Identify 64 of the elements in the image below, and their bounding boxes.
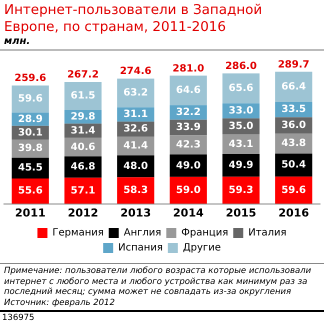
data-label: 31.4 [70,125,96,136]
bar [170,76,207,106]
data-label: 59.6 [18,94,43,105]
data-label: 46.8 [70,162,96,173]
data-label: 65.6 [228,82,254,94]
legend-label: Германия [52,228,104,239]
x-tick-label: 2014 [173,206,204,220]
legend-label: Англия [124,228,162,239]
text: Примечание: пользователи любого возраста которые использовали интернет с любого места и любого устройства как минимум раз за последний месяц; сумма может не совпадать из-за округления [4,266,312,298]
total-label: 259.6 [14,73,46,84]
bar [64,82,102,110]
data-label: 50.4 [281,160,306,171]
text: Источник: февраль 2012 [4,298,116,308]
data-label: 35.0 [228,120,254,132]
data-label: 42.3 [176,140,201,150]
legend-label: Другие [182,242,221,254]
legend-label: Италия [248,228,287,239]
x-tick-label: 2013 [120,206,151,220]
legend-label: Испания [118,242,163,254]
chart-subtitle: млн. [4,36,32,47]
data-label: 33.9 [176,122,201,134]
bar [117,78,154,108]
data-label: 66.4 [281,81,306,92]
data-label: 39.8 [18,143,43,154]
x-tick-label: 2016 [278,206,310,220]
data-label: 45.5 [18,162,43,174]
data-label: 57.1 [70,185,96,196]
total-label: 286.0 [225,61,257,72]
data-label: 58.3 [123,185,148,196]
data-label: 36.0 [281,120,306,132]
data-label: 48.0 [123,160,148,172]
legend-label: Франция [181,228,228,239]
data-label: 33.0 [228,105,254,116]
data-label: 43.1 [228,138,254,150]
data-label: 59.3 [228,184,254,196]
bar [222,73,260,104]
data-label: 59.0 [176,184,201,196]
x-tick-label: 2011 [15,206,46,220]
data-label: 41.4 [123,140,148,152]
data-label: 40.6 [70,142,96,153]
total-label: 289.7 [278,59,310,70]
total-label: 281.0 [172,63,204,74]
data-label: 61.5 [70,90,96,102]
data-label: 63.2 [123,88,148,99]
data-label: 43.8 [281,138,306,150]
data-label: 30.1 [18,127,43,138]
data-label: 33.5 [281,104,306,116]
total-label: 274.6 [120,66,152,78]
data-label: 31.1 [123,109,148,120]
data-label: 32.2 [176,107,201,118]
chart-title: Интернет-пользователи в Западной Европе, по странам, 2011-2016 [4,2,264,36]
data-label: 49.0 [176,160,201,172]
text: 136975 [2,313,34,323]
data-label: 49.9 [228,160,254,171]
x-tick-label: 2015 [226,206,256,220]
data-label: 32.6 [123,124,148,135]
data-label: 55.6 [18,186,43,197]
data-label: 28.9 [18,114,43,125]
data-label: 59.6 [281,184,306,196]
x-tick-label: 2012 [68,206,98,220]
data-label: 29.8 [70,111,96,122]
total-label: 267.2 [67,70,99,81]
data-label: 64.6 [176,84,201,96]
bar [275,72,312,102]
